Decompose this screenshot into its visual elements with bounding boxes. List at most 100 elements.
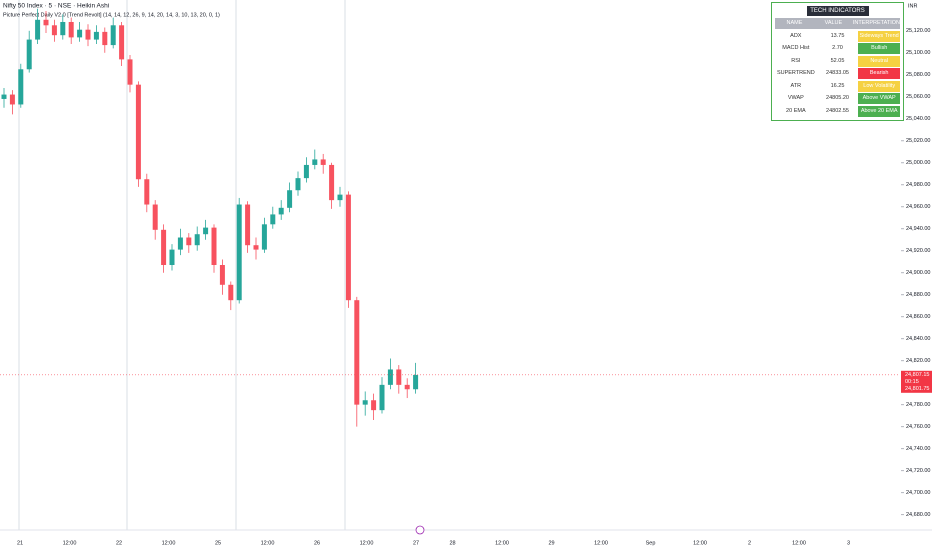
candle-body	[387, 369, 393, 385]
candle-body	[26, 39, 32, 70]
table-cell: VWAP	[787, 95, 804, 101]
candle-body	[60, 21, 66, 36]
y-tick-label: 25,020.00	[906, 138, 930, 144]
y-tick-label: 24,720.00	[906, 468, 930, 474]
x-tick-label: 29	[548, 540, 554, 546]
candle-body	[396, 369, 402, 385]
y-tick-label: 25,100.00	[906, 50, 930, 56]
candle-body	[287, 190, 293, 208]
candle-body	[110, 25, 116, 46]
table-row: SUPERTREND 24833.05 Bearish	[775, 68, 901, 79]
header-cell: INTERPRETATION	[852, 18, 901, 29]
countdown-label: 00:15	[905, 379, 919, 385]
candle-body	[295, 178, 301, 191]
candle-body	[278, 207, 284, 215]
x-tick-label: 2	[748, 540, 751, 546]
table-cell: MACD Hist	[782, 45, 810, 51]
y-tick-label: 24,960.00	[906, 204, 930, 210]
y-tick-label: 24,740.00	[906, 446, 930, 452]
event-marker[interactable]	[415, 525, 425, 535]
y-tick-label: 25,060.00	[906, 94, 930, 100]
table-body: ADX 13.75 Sideways Trend MACD Hist 2.70 Bulli…	[772, 30, 903, 117]
candle-body	[261, 224, 267, 250]
x-tick-label: 12:00	[495, 540, 509, 546]
y-tick-label: 24,880.00	[906, 292, 930, 298]
candle-body	[228, 284, 234, 301]
interpretation-cell: Above VWAP	[858, 93, 901, 104]
x-tick-label: 12:00	[162, 540, 176, 546]
y-tick-label: 25,000.00	[906, 160, 930, 166]
candle-body	[211, 227, 217, 265]
x-tick-label: 12:00	[594, 540, 608, 546]
candle-body	[413, 374, 419, 390]
table-title: TECH INDICATORS	[806, 6, 869, 16]
candle-body	[362, 400, 368, 405]
candle-body	[245, 204, 251, 246]
header-cell: NAME	[775, 18, 814, 29]
secondary-price-label: 24,801.75	[905, 386, 929, 392]
candle-body	[270, 214, 276, 225]
candle-body	[135, 84, 141, 180]
y-tick-label: 25,040.00	[906, 116, 930, 122]
x-tick-label: 26	[314, 540, 320, 546]
interpretation-cell: Sideways Trend	[858, 30, 901, 42]
candle-body	[253, 245, 259, 250]
x-tick-label: 28	[449, 540, 455, 546]
candle-body	[18, 69, 24, 105]
table-cell: 20 EMA	[786, 107, 806, 114]
currency: INR	[908, 3, 918, 9]
candle-body	[127, 59, 133, 85]
table-cell: 16.25	[830, 82, 845, 89]
table-row: 20 EMA 24802.55 Above 20 EMA	[775, 105, 901, 117]
chart-title: Nifty 50 Index · 5 · NSE · Heikin Ashi	[3, 3, 109, 10]
last-price-box	[901, 370, 932, 393]
y-tick-label: 24,700.00	[906, 490, 930, 496]
interpretation-cell: Bullish	[858, 43, 901, 54]
interpretation-cell: Neutral	[858, 55, 901, 67]
candle-body	[43, 19, 49, 26]
candle-body	[186, 237, 192, 246]
candle-body	[345, 194, 351, 301]
interpretation-cell: Bearish	[858, 68, 901, 79]
interpretation-cell: Low Volatility	[858, 80, 901, 92]
table-cell: 52.05	[830, 57, 845, 64]
x-tick-label: 27	[413, 540, 419, 546]
x-tick-label: 21	[17, 540, 23, 546]
table-cell: 24805.20	[826, 95, 849, 101]
y-tick-label: 25,080.00	[906, 72, 930, 78]
x-tick-label: 12:00	[792, 540, 806, 546]
y-tick-label: 25,120.00	[906, 28, 930, 34]
table-row: ADX 13.75 Sideways Trend	[775, 30, 901, 42]
table-cell: RSI	[791, 57, 801, 64]
candle-body	[93, 31, 99, 40]
table-cell: 24802.55	[826, 107, 849, 114]
table-row: ATR 16.25 Low Volatility	[775, 80, 901, 92]
y-tick-label: 24,900.00	[906, 270, 930, 276]
candle-body	[312, 159, 318, 165]
table-row: MACD Hist 2.70 Bullish	[775, 43, 901, 54]
candle-body	[169, 249, 175, 265]
candle-body	[9, 94, 15, 105]
candle-body	[144, 179, 150, 205]
candle-body	[203, 227, 209, 235]
candle-body	[303, 164, 309, 179]
candle-body	[77, 29, 83, 38]
candle-body	[371, 400, 377, 411]
table-cell: 2.70	[832, 45, 843, 51]
table-cell: SUPERTREND	[776, 70, 815, 76]
candle-body	[161, 229, 167, 265]
candle-body	[177, 237, 183, 250]
candle-body	[194, 234, 200, 246]
header-cell: VALUE	[813, 18, 853, 29]
x-tick-label: 12:00	[261, 540, 275, 546]
candle-body	[404, 384, 410, 390]
table-cell: 24833.05	[826, 70, 849, 76]
x-tick-label: 12:00	[63, 540, 77, 546]
candle-body	[102, 31, 108, 46]
candle-body	[337, 194, 343, 201]
candle-body	[152, 204, 158, 230]
x-tick-label: Sep	[646, 540, 656, 546]
x-tick-label: 25	[215, 540, 221, 546]
x-tick-label: 12:00	[360, 540, 374, 546]
